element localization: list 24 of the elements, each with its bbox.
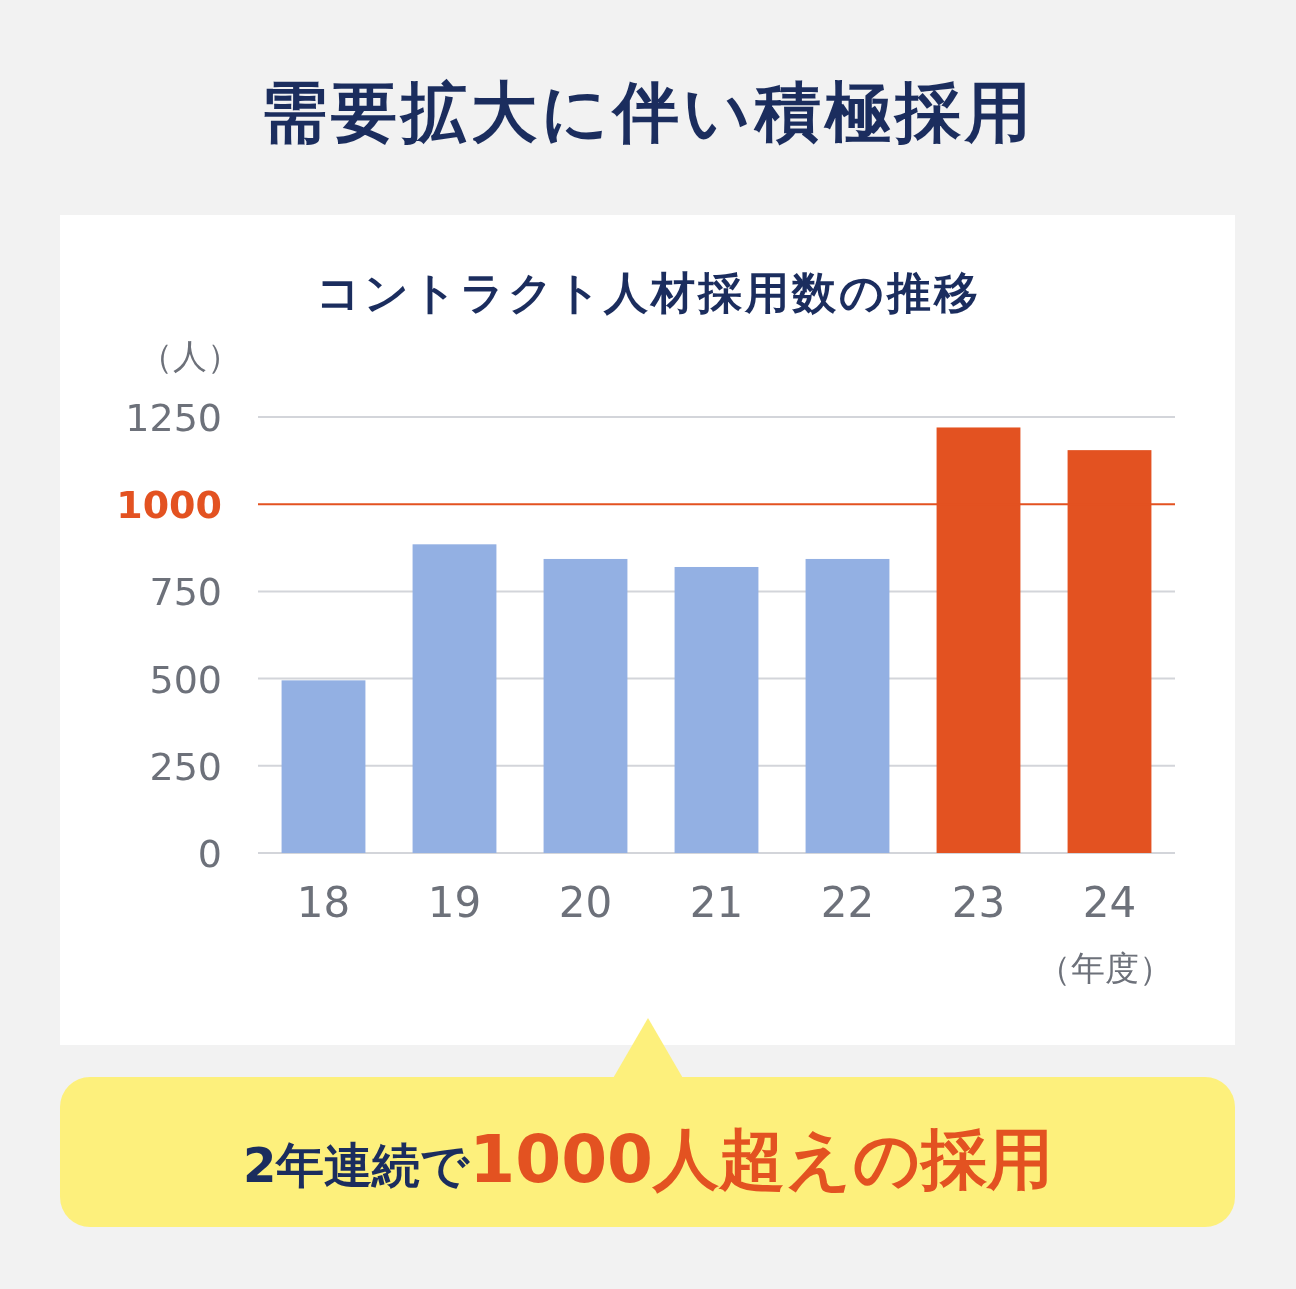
text: 2年連続で [242,1137,471,1193]
bar [674,566,759,853]
y-tick-label: 750 [149,570,222,615]
x-tick-label: 22 [820,878,875,927]
chart-title: 需要拡大に伴い積極採用 [261,74,1035,151]
bar [805,558,890,853]
x-tick-label: 19 [427,878,482,927]
bar [543,558,628,853]
x-tick-label: 23 [951,878,1006,927]
x-axis-title: （年度） [1037,948,1173,988]
y-tick-label: 1250 [125,396,222,440]
text: 1000人超えの採用 [469,1121,1054,1198]
y-tick-label: 0 [197,832,222,876]
x-tick-label: 20 [558,878,613,927]
y-tick-label: 500 [149,657,222,702]
y-tick-label: 250 [149,744,222,789]
chart-subtitle: コントラクト人材採用数の推移 [315,267,981,318]
x-tick-label: 18 [296,878,351,927]
y-tick-label: 1000 [116,483,222,528]
bar [281,680,366,853]
x-tick-label: 21 [689,878,744,927]
bar [412,544,497,853]
x-tick-label: 24 [1082,878,1137,927]
y-axis-title: （人） [139,336,241,376]
